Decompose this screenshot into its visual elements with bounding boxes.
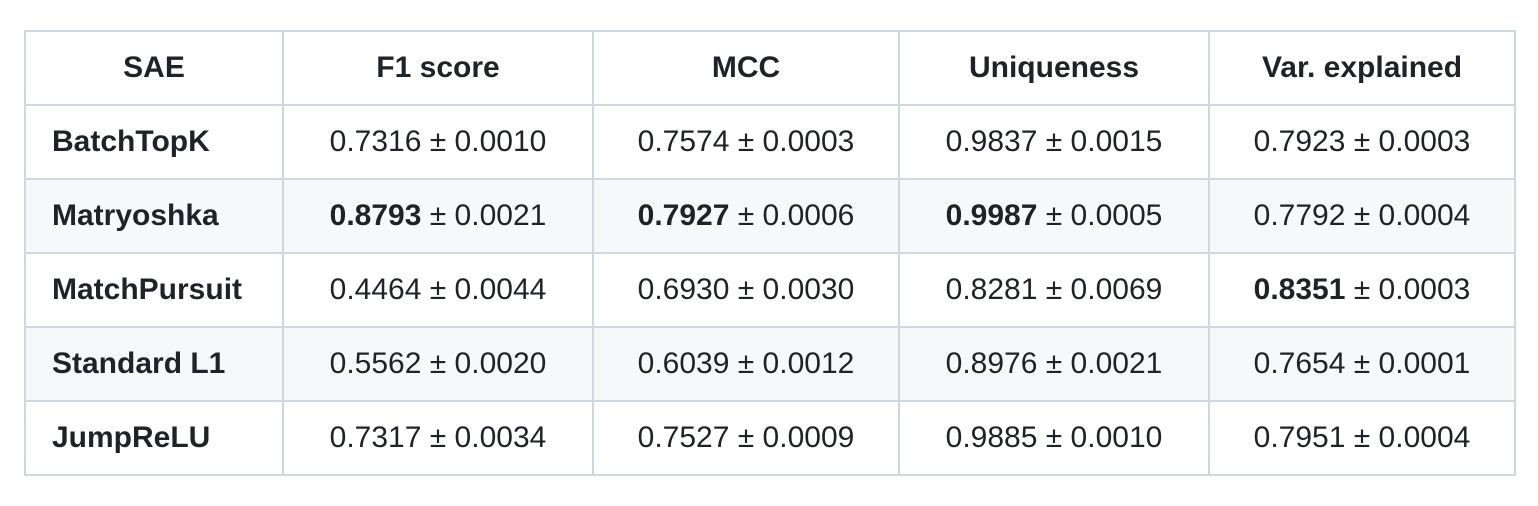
metric-mean: 0.8351 <box>1253 273 1346 306</box>
table-row: JumpReLU 0.7317 ± 0.0034 0.7527 ± 0.0009 0.… <box>24 400 1516 476</box>
row-label: JumpReLU <box>24 400 284 476</box>
metric-cell: 0.7654 ± 0.0001 <box>1208 326 1516 402</box>
metric-cell: 0.8351 ± 0.0003 <box>1208 252 1516 328</box>
metric-mean: 0.6930 <box>637 273 730 306</box>
metric-mean: 0.7923 <box>1253 125 1346 158</box>
metric-stddev: ± 0.0044 <box>421 273 547 306</box>
metric-mean: 0.7574 <box>637 125 730 158</box>
metric-stddev: ± 0.0001 <box>1345 347 1471 380</box>
metric-cell: 0.9987 ± 0.0005 <box>898 178 1210 254</box>
metric-mean: 0.7527 <box>637 421 730 454</box>
metric-stddev: ± 0.0004 <box>1345 199 1471 232</box>
metric-mean: 0.7316 <box>329 125 422 158</box>
metric-stddev: ± 0.0020 <box>421 347 547 380</box>
metric-cell: 0.7317 ± 0.0034 <box>282 400 594 476</box>
metric-cell: 0.7951 ± 0.0004 <box>1208 400 1516 476</box>
metric-cell: 0.9837 ± 0.0015 <box>898 104 1210 180</box>
row-label: Matryoshka <box>24 178 284 254</box>
metric-mean: 0.7927 <box>637 199 730 232</box>
metric-stddev: ± 0.0006 <box>729 199 855 232</box>
metric-cell: 0.7923 ± 0.0003 <box>1208 104 1516 180</box>
table-row: Standard L1 0.5562 ± 0.0020 0.6039 ± 0.001… <box>24 326 1516 402</box>
metric-stddev: ± 0.0030 <box>729 273 855 306</box>
metric-stddev: ± 0.0010 <box>421 125 547 158</box>
column-header-f1-score: F1 score <box>282 30 594 106</box>
metric-cell: 0.7927 ± 0.0006 <box>592 178 900 254</box>
metric-cell: 0.9885 ± 0.0010 <box>898 400 1210 476</box>
metric-mean: 0.8793 <box>329 199 422 232</box>
results-table: SAE F1 score MCC Uniqueness Var. explained B… <box>24 30 1516 476</box>
row-label: BatchTopK <box>24 104 284 180</box>
table-row: MatchPursuit 0.4464 ± 0.0044 0.6930 ± 0.00… <box>24 252 1516 328</box>
column-header-var-explained: Var. explained <box>1208 30 1516 106</box>
metric-cell: 0.7316 ± 0.0010 <box>282 104 594 180</box>
metric-cell: 0.7527 ± 0.0009 <box>592 400 900 476</box>
row-label: Standard L1 <box>24 326 284 402</box>
metric-mean: 0.7951 <box>1253 421 1346 454</box>
metric-mean: 0.7317 <box>329 421 422 454</box>
metric-mean: 0.7792 <box>1253 199 1346 232</box>
metric-mean: 0.9987 <box>945 199 1038 232</box>
metric-stddev: ± 0.0010 <box>1037 421 1163 454</box>
metric-stddev: ± 0.0021 <box>421 199 547 232</box>
metric-stddev: ± 0.0012 <box>729 347 855 380</box>
metric-stddev: ± 0.0034 <box>421 421 547 454</box>
metric-stddev: ± 0.0003 <box>1345 273 1471 306</box>
row-label: MatchPursuit <box>24 252 284 328</box>
column-header-uniqueness: Uniqueness <box>898 30 1210 106</box>
column-header-mcc: MCC <box>592 30 900 106</box>
metric-cell: 0.8281 ± 0.0069 <box>898 252 1210 328</box>
table-row: BatchTopK 0.7316 ± 0.0010 0.7574 ± 0.0003 0… <box>24 104 1516 180</box>
metric-stddev: ± 0.0003 <box>729 125 855 158</box>
metric-cell: 0.8976 ± 0.0021 <box>898 326 1210 402</box>
metric-cell: 0.8793 ± 0.0021 <box>282 178 594 254</box>
metric-mean: 0.9885 <box>945 421 1038 454</box>
metric-stddev: ± 0.0069 <box>1037 273 1163 306</box>
metric-cell: 0.6930 ± 0.0030 <box>592 252 900 328</box>
metric-stddev: ± 0.0015 <box>1037 125 1163 158</box>
metric-cell: 0.6039 ± 0.0012 <box>592 326 900 402</box>
metric-stddev: ± 0.0003 <box>1345 125 1471 158</box>
metric-mean: 0.5562 <box>329 347 422 380</box>
metric-mean: 0.8281 <box>945 273 1038 306</box>
metric-mean: 0.9837 <box>945 125 1038 158</box>
metric-stddev: ± 0.0004 <box>1345 421 1471 454</box>
metric-cell: 0.7792 ± 0.0004 <box>1208 178 1516 254</box>
metric-mean: 0.8976 <box>945 347 1038 380</box>
metric-cell: 0.7574 ± 0.0003 <box>592 104 900 180</box>
metric-stddev: ± 0.0009 <box>729 421 855 454</box>
metric-stddev: ± 0.0021 <box>1037 347 1163 380</box>
page: SAE F1 score MCC Uniqueness Var. explained B… <box>24 30 1516 476</box>
metric-cell: 0.4464 ± 0.0044 <box>282 252 594 328</box>
column-header-sae: SAE <box>24 30 284 106</box>
table-row: Matryoshka 0.8793 ± 0.0021 0.7927 ± 0.0006… <box>24 178 1516 254</box>
metric-stddev: ± 0.0005 <box>1037 199 1163 232</box>
metric-mean: 0.7654 <box>1253 347 1346 380</box>
metric-cell: 0.5562 ± 0.0020 <box>282 326 594 402</box>
metric-mean: 0.6039 <box>637 347 730 380</box>
metric-mean: 0.4464 <box>329 273 422 306</box>
header-row: SAE F1 score MCC Uniqueness Var. explained <box>24 30 1516 106</box>
